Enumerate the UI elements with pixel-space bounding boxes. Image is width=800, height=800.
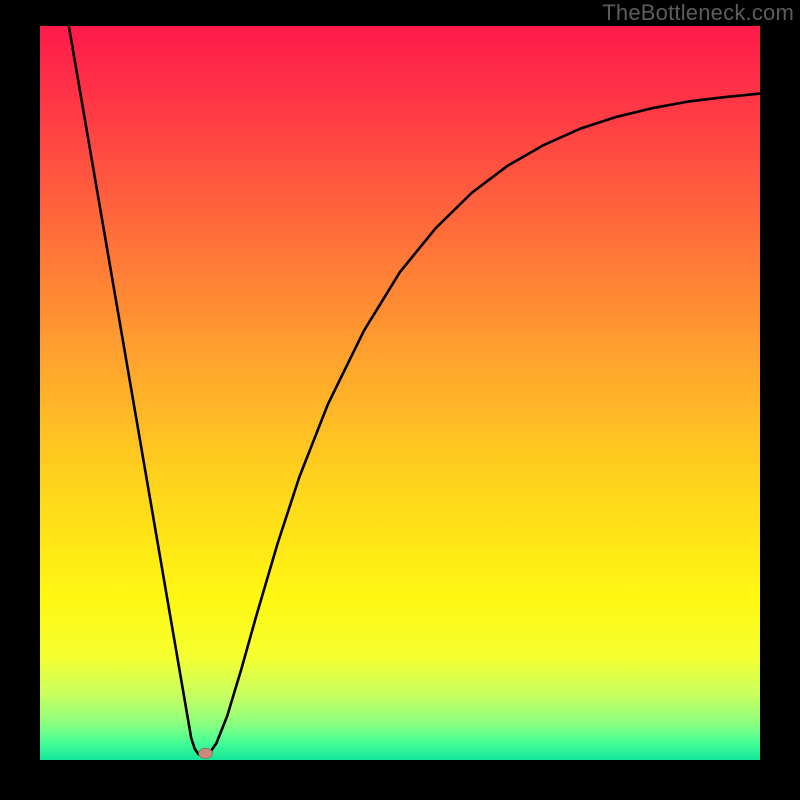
- chart-stage: TheBottleneck.com: [0, 0, 800, 800]
- plot-area: [40, 26, 760, 760]
- optimal-point-marker: [199, 748, 213, 758]
- watermark-text: TheBottleneck.com: [602, 0, 794, 26]
- bottleneck-curve-chart: [0, 0, 800, 800]
